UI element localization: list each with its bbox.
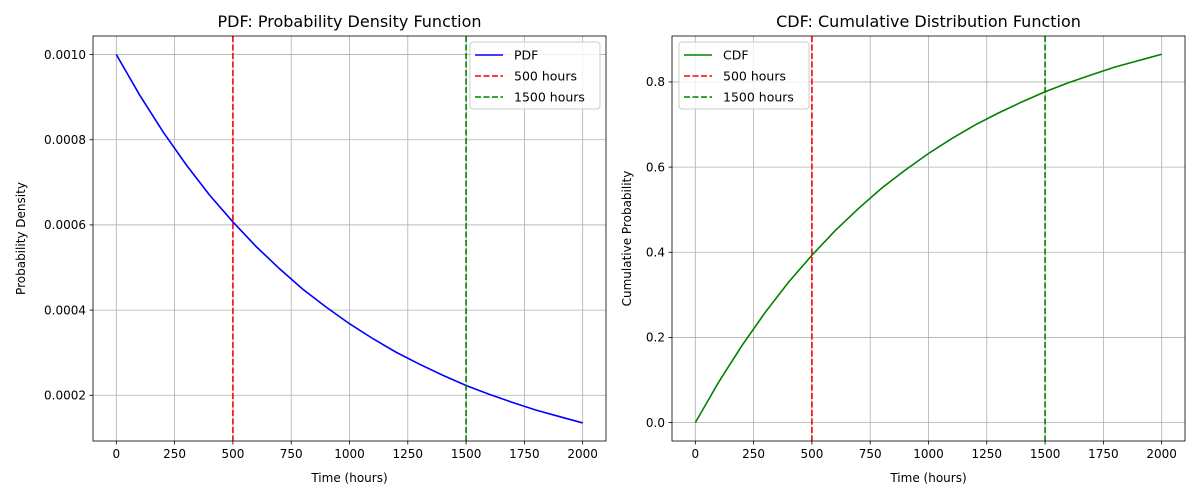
- pdf-chart-x-tick-label: 1750: [509, 447, 540, 461]
- cdf-chart-y-tick-label: 0.8: [646, 75, 665, 89]
- pdf-chart: PDF: Probability Density Function Time (…: [14, 12, 607, 485]
- pdf-chart-legend-label: PDF: [514, 48, 538, 63]
- pdf-chart-series-line-pdf: [115, 54, 583, 424]
- pdf-chart-x-tick-label: 0: [112, 447, 120, 461]
- cdf-chart-y-tick-label: 0.0: [646, 416, 665, 430]
- cdf-chart-y-tick-label: 0.4: [646, 246, 665, 260]
- pdf-chart-x-tick-label: 500: [221, 447, 244, 461]
- pdf-chart-x-tick-label: 750: [280, 447, 303, 461]
- pdf-chart-legend: [469, 41, 601, 110]
- cdf-chart-x-tick-label: 1500: [1030, 447, 1061, 461]
- cdf-chart-legend: [678, 41, 810, 110]
- cdf-chart-x-tick-label: 1250: [972, 447, 1003, 461]
- cdf-chart-y-tick-label: 0.6: [646, 160, 665, 174]
- pdf-chart-x-tick-label: 2000: [567, 447, 598, 461]
- pdf-chart-x-tick-label: 1250: [393, 447, 424, 461]
- pdf-chart-x-tick-label: 250: [163, 447, 186, 461]
- pdf-chart-y-axis-label: Probability Density: [14, 182, 28, 295]
- pdf-chart-legend-label: 1500 hours: [514, 90, 585, 105]
- cdf-chart-y-axis-label: Cumulative Probability: [620, 171, 634, 307]
- pdf-chart-y-tick-label: 0.0006: [44, 218, 86, 232]
- pdf-chart-x-tick-label: 1000: [334, 447, 365, 461]
- pdf-chart-y-tick-label: 0.0010: [44, 48, 86, 62]
- pdf-chart-y-tick-label: 0.0004: [44, 303, 86, 317]
- cdf-chart-x-tick-label: 750: [859, 447, 882, 461]
- cdf-chart-legend-label: CDF: [723, 48, 749, 63]
- cdf-chart-x-tick-label: 2000: [1146, 447, 1177, 461]
- pdf-chart-x-tick-label: 1500: [451, 447, 482, 461]
- pdf-chart-y-tick-label: 0.0008: [44, 133, 86, 147]
- cdf-chart-x-tick-label: 0: [691, 447, 699, 461]
- cdf-chart-x-tick-label: 500: [800, 447, 823, 461]
- cdf-chart-x-tick-label: 1750: [1088, 447, 1119, 461]
- cdf-chart-title: CDF: Cumulative Distribution Function: [776, 12, 1081, 31]
- cdf-chart-series-line-cdf: [694, 53, 1162, 423]
- cdf-chart-y-tick-label: 0.2: [646, 331, 665, 345]
- cdf-chart-x-tick-label: 1000: [913, 447, 944, 461]
- cdf-chart-legend-label: 1500 hours: [723, 90, 794, 105]
- cdf-chart-legend-label: 500 hours: [723, 69, 786, 84]
- pdf-chart-y-tick-label: 0.0002: [44, 389, 86, 403]
- pdf-chart-legend-label: 500 hours: [514, 69, 577, 84]
- pdf-chart-title: PDF: Probability Density Function: [217, 12, 481, 31]
- cdf-chart: CDF: Cumulative Distribution Function Ti…: [620, 12, 1186, 485]
- cdf-chart-x-tick-label: 250: [742, 447, 765, 461]
- cdf-chart-x-axis-label: Time (hours): [889, 471, 966, 485]
- pdf-chart-x-axis-label: Time (hours): [310, 471, 387, 485]
